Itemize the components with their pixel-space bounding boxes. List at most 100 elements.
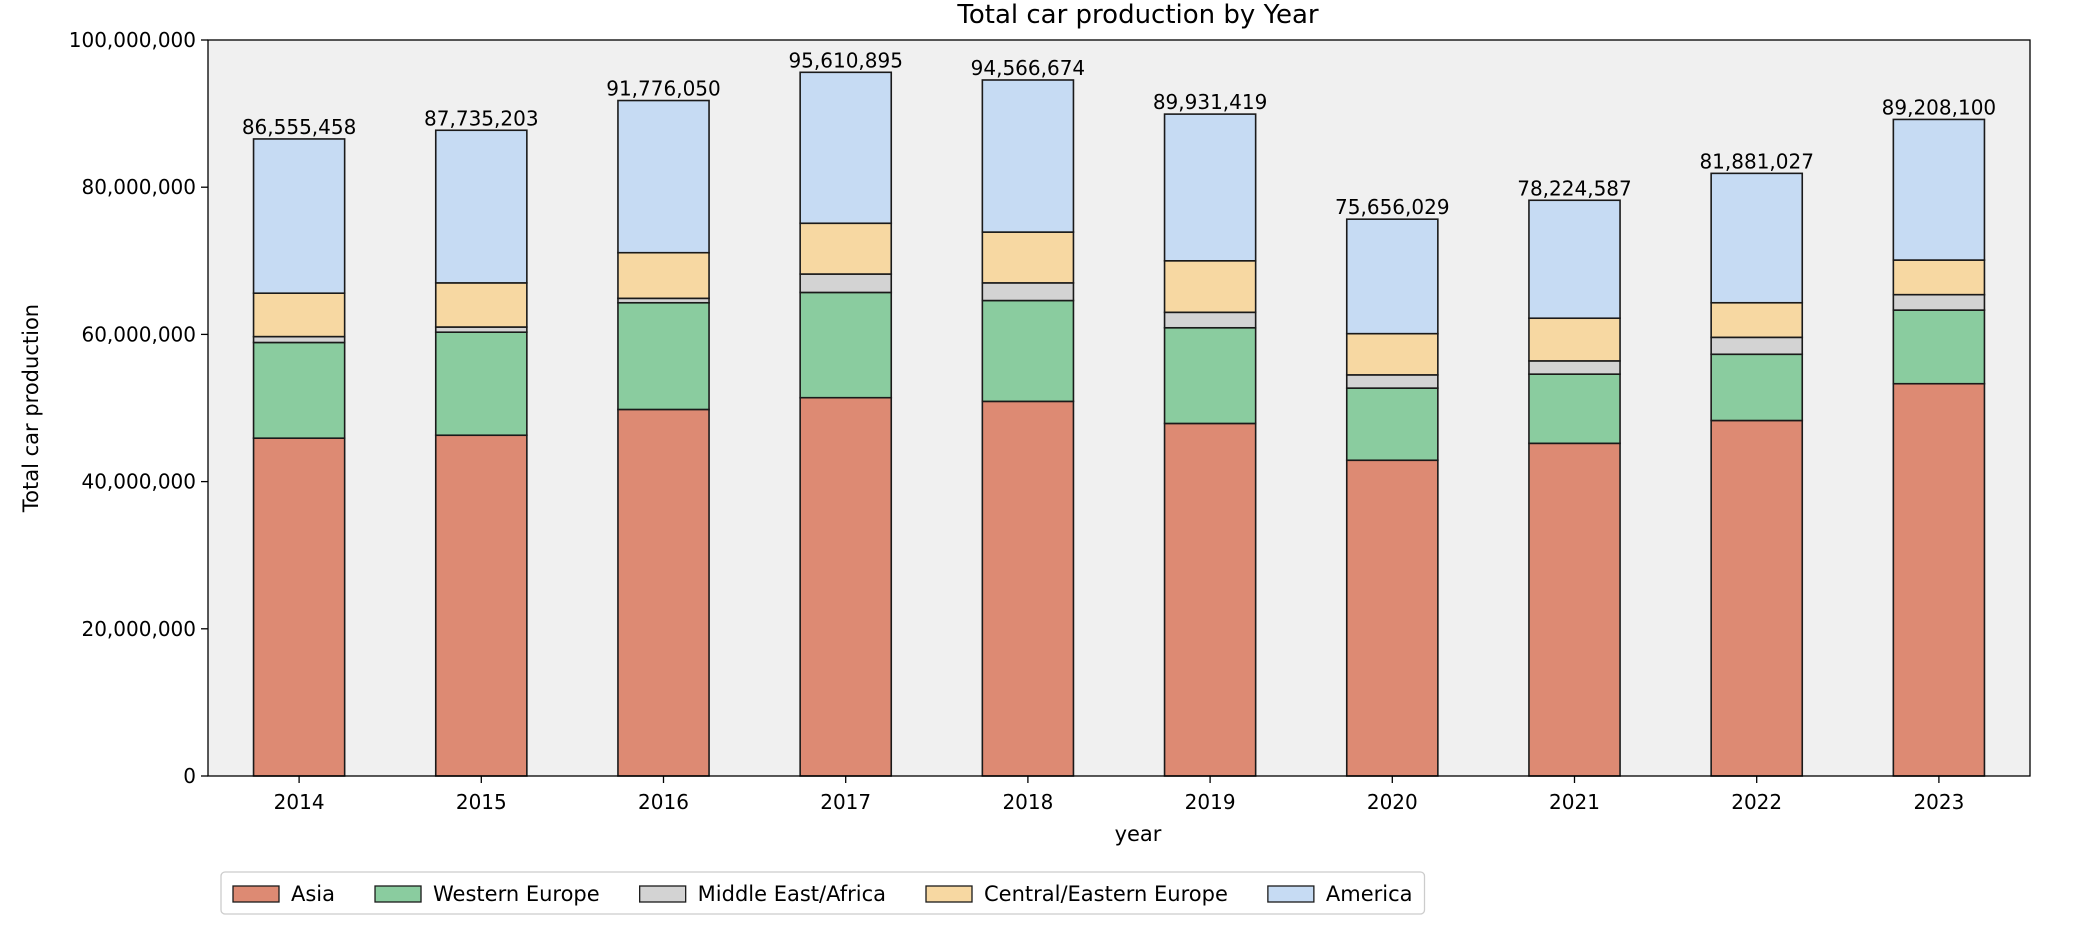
y-axis-label: Total car production bbox=[19, 304, 43, 513]
y-tick-label: 60,000,000 bbox=[81, 322, 196, 346]
bar-2018-central-eastern-europe bbox=[982, 232, 1073, 283]
bar-2021-central-eastern-europe bbox=[1529, 318, 1620, 361]
bar-group-2022 bbox=[1711, 173, 1802, 776]
bar-group-2023 bbox=[1893, 119, 1984, 776]
bar-2021-middle-east-africa bbox=[1529, 361, 1620, 374]
bar-2015-western-europe bbox=[436, 332, 527, 435]
bar-group-2016 bbox=[618, 101, 709, 776]
bar-group-2019 bbox=[1165, 114, 1256, 776]
total-label-2018: 94,566,674 bbox=[971, 56, 1086, 80]
bar-2023-middle-east-africa bbox=[1893, 295, 1984, 310]
bar-2019-middle-east-africa bbox=[1165, 312, 1256, 327]
bar-2019-america bbox=[1165, 114, 1256, 261]
bar-2016-asia bbox=[618, 409, 709, 776]
x-tick-label-2018: 2018 bbox=[1002, 790, 1053, 814]
bar-group-2017 bbox=[800, 72, 891, 776]
plot-area: 86,555,458 87,735,203 91,776,050 95,610,895… bbox=[208, 40, 2030, 776]
bar-2020-asia bbox=[1347, 460, 1438, 776]
total-label-2017: 95,610,895 bbox=[788, 48, 903, 72]
bar-2019-western-europe bbox=[1165, 328, 1256, 424]
bar-2022-america bbox=[1711, 173, 1802, 302]
x-axis: 2014 2015 2016 2017 2018 2019 2020 2021 2022 2023 bbox=[274, 776, 1965, 814]
bar-2018-asia bbox=[982, 401, 1073, 776]
x-tick-label-2017: 2017 bbox=[820, 790, 871, 814]
bar-2023-asia bbox=[1893, 384, 1984, 776]
x-axis-label: year bbox=[1115, 822, 1162, 846]
bar-2018-western-europe bbox=[982, 301, 1073, 402]
bar-2015-america bbox=[436, 130, 527, 283]
bar-2017-central-eastern-europe bbox=[800, 223, 891, 274]
total-label-2020: 75,656,029 bbox=[1335, 195, 1450, 219]
total-label-2022: 81,881,027 bbox=[1699, 149, 1814, 173]
chart-title: Total car production by Year bbox=[956, 0, 1319, 30]
x-tick-label-2016: 2016 bbox=[638, 790, 689, 814]
bar-2014-western-europe bbox=[254, 342, 345, 438]
total-label-2016: 91,776,050 bbox=[606, 77, 721, 101]
bar-2014-middle-east-africa bbox=[254, 337, 345, 343]
x-tick-label-2015: 2015 bbox=[456, 790, 507, 814]
bar-2016-western-europe bbox=[618, 303, 709, 410]
bar-2014-america bbox=[254, 139, 345, 293]
legend-swatch-central-eastern-europe bbox=[926, 886, 972, 902]
legend-label-middle-east-africa: Middle East/Africa bbox=[698, 882, 886, 906]
bar-2021-america bbox=[1529, 200, 1620, 318]
y-axis: 0 20,000,000 40,000,000 60,000,000 80,000,00… bbox=[69, 28, 208, 788]
bar-2018-middle-east-africa bbox=[982, 283, 1073, 301]
legend-swatch-western-europe bbox=[375, 886, 421, 902]
bar-2014-central-eastern-europe bbox=[254, 293, 345, 336]
legend-swatch-america bbox=[1268, 886, 1314, 902]
bar-2022-western-europe bbox=[1711, 354, 1802, 420]
bar-2018-america bbox=[982, 80, 1073, 232]
total-label-2023: 89,208,100 bbox=[1882, 95, 1997, 119]
bar-group-2018 bbox=[982, 80, 1073, 776]
y-tick-label: 20,000,000 bbox=[81, 617, 196, 641]
x-tick-label-2022: 2022 bbox=[1731, 790, 1782, 814]
total-label-2021: 78,224,587 bbox=[1517, 176, 1632, 200]
bar-group-2021 bbox=[1529, 200, 1620, 776]
bar-2020-western-europe bbox=[1347, 388, 1438, 460]
bar-2017-western-europe bbox=[800, 292, 891, 397]
x-tick-label-2020: 2020 bbox=[1367, 790, 1418, 814]
x-tick-label-2019: 2019 bbox=[1185, 790, 1236, 814]
x-tick-label-2023: 2023 bbox=[1913, 790, 1964, 814]
y-tick-label: 40,000,000 bbox=[81, 470, 196, 494]
legend-label-central-eastern-europe: Central/Eastern Europe bbox=[984, 882, 1228, 906]
bar-2015-central-eastern-europe bbox=[436, 283, 527, 327]
bar-2022-central-eastern-europe bbox=[1711, 303, 1802, 338]
bar-2021-western-europe bbox=[1529, 374, 1620, 443]
legend-swatch-asia bbox=[233, 886, 279, 902]
bar-2023-western-europe bbox=[1893, 310, 1984, 384]
bar-2020-america bbox=[1347, 219, 1438, 333]
bar-2014-asia bbox=[254, 438, 345, 776]
y-tick-label: 80,000,000 bbox=[81, 175, 196, 199]
bar-2022-asia bbox=[1711, 421, 1802, 776]
legend: Asia Western Europe Middle East/Africa Cent… bbox=[221, 872, 1425, 914]
legend-label-western-europe: Western Europe bbox=[433, 882, 600, 906]
bar-2020-middle-east-africa bbox=[1347, 375, 1438, 388]
bar-2017-america bbox=[800, 72, 891, 223]
bar-2016-central-eastern-europe bbox=[618, 253, 709, 299]
x-tick-label-2014: 2014 bbox=[274, 790, 325, 814]
bar-group-2015 bbox=[436, 130, 527, 776]
bar-2016-america bbox=[618, 101, 709, 253]
legend-label-america: America bbox=[1326, 882, 1413, 906]
bar-2017-middle-east-africa bbox=[800, 274, 891, 292]
bar-2023-america bbox=[1893, 119, 1984, 260]
bar-2020-central-eastern-europe bbox=[1347, 334, 1438, 375]
x-tick-label-2021: 2021 bbox=[1549, 790, 1600, 814]
bar-2019-central-eastern-europe bbox=[1165, 261, 1256, 313]
y-tick-label: 100,000,000 bbox=[69, 28, 196, 52]
bar-2021-asia bbox=[1529, 443, 1620, 776]
total-label-2014: 86,555,458 bbox=[242, 115, 357, 139]
bar-2023-central-eastern-europe bbox=[1893, 260, 1984, 295]
bar-2022-middle-east-africa bbox=[1711, 337, 1802, 354]
bar-2017-asia bbox=[800, 398, 891, 776]
bar-2019-asia bbox=[1165, 423, 1256, 776]
legend-swatch-middle-east-africa bbox=[640, 886, 686, 902]
bar-group-2014 bbox=[254, 139, 345, 776]
total-label-2015: 87,735,203 bbox=[424, 106, 539, 130]
total-label-2019: 89,931,419 bbox=[1153, 90, 1268, 114]
y-tick-label: 0 bbox=[183, 764, 196, 788]
bar-group-2020 bbox=[1347, 219, 1438, 776]
